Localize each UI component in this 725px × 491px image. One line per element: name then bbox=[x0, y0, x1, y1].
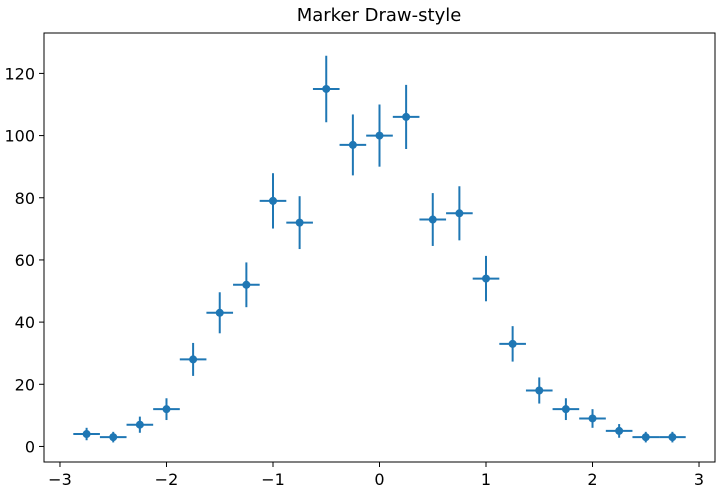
y-tick-label: 80 bbox=[15, 189, 35, 208]
data-point bbox=[499, 326, 526, 362]
y-tick-label: 120 bbox=[4, 64, 35, 83]
data-point bbox=[126, 416, 154, 433]
data-marker bbox=[402, 112, 411, 121]
data-point bbox=[472, 255, 500, 302]
data-marker bbox=[135, 420, 144, 429]
y-axis: 0 20 40 60 80 100 120 bbox=[4, 64, 44, 456]
data-point bbox=[392, 84, 420, 149]
data-marker bbox=[482, 274, 491, 283]
data-point bbox=[73, 427, 100, 441]
data-point bbox=[446, 186, 473, 241]
x-tick-label: −1 bbox=[261, 470, 285, 489]
data-marker bbox=[348, 140, 357, 149]
data-point bbox=[206, 292, 234, 334]
data-point bbox=[552, 398, 580, 421]
data-marker bbox=[535, 386, 544, 395]
data-marker bbox=[455, 209, 464, 218]
data-point bbox=[632, 431, 660, 443]
data-marker bbox=[268, 196, 277, 205]
data-point bbox=[605, 424, 633, 438]
y-tick-label: 0 bbox=[25, 437, 35, 456]
data-marker bbox=[641, 433, 650, 442]
data-point bbox=[579, 409, 606, 428]
data-marker bbox=[322, 84, 331, 93]
data-marker bbox=[162, 405, 171, 414]
data-point bbox=[659, 431, 686, 443]
data-point bbox=[339, 114, 367, 176]
data-marker bbox=[82, 430, 91, 439]
data-marker bbox=[588, 414, 597, 423]
x-tick-label: −2 bbox=[155, 470, 179, 489]
data-point bbox=[233, 262, 260, 308]
data-points bbox=[73, 55, 686, 443]
data-point bbox=[366, 104, 393, 167]
chart-title: Marker Draw-style bbox=[297, 5, 462, 26]
x-tick-label: 1 bbox=[481, 470, 491, 489]
data-marker bbox=[375, 131, 384, 140]
data-point bbox=[259, 173, 287, 229]
data-point bbox=[525, 377, 553, 404]
data-marker bbox=[615, 426, 624, 435]
y-tick-label: 40 bbox=[15, 313, 35, 332]
y-tick-label: 20 bbox=[15, 375, 35, 394]
data-marker bbox=[242, 280, 251, 289]
data-marker bbox=[215, 308, 224, 317]
data-marker bbox=[561, 405, 570, 414]
x-tick-label: 2 bbox=[587, 470, 597, 489]
data-marker bbox=[668, 433, 677, 442]
data-marker bbox=[508, 339, 517, 348]
y-tick-label: 60 bbox=[15, 251, 35, 270]
data-marker bbox=[109, 433, 118, 442]
data-point bbox=[312, 55, 340, 123]
x-tick-label: 0 bbox=[374, 470, 384, 489]
data-point bbox=[419, 193, 447, 246]
data-marker bbox=[428, 215, 437, 224]
x-tick-label: −3 bbox=[48, 470, 72, 489]
data-point bbox=[99, 431, 127, 443]
data-marker bbox=[189, 355, 198, 364]
data-marker bbox=[295, 218, 304, 227]
data-point bbox=[286, 196, 313, 250]
data-point bbox=[153, 398, 180, 421]
x-axis: −3 −2 −1 0 1 2 3 bbox=[48, 462, 704, 489]
x-tick-label: 3 bbox=[694, 470, 704, 489]
plot-frame bbox=[43, 32, 716, 463]
data-point bbox=[179, 342, 207, 376]
y-tick-label: 100 bbox=[4, 127, 35, 146]
